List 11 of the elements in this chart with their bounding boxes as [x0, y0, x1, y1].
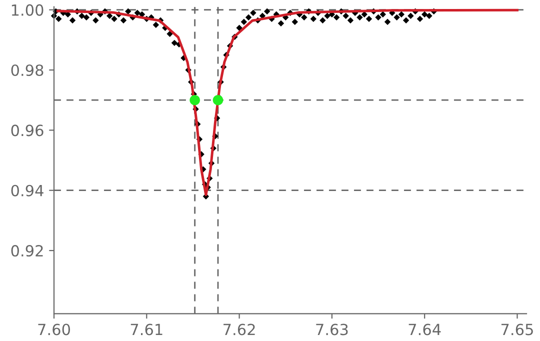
x-tick-label: 7.63 — [316, 324, 348, 336]
y-tick-label: 0.94 — [11, 184, 44, 196]
x-tick-label: 7.64 — [408, 324, 441, 336]
x-tick-label: 7.61 — [130, 324, 162, 336]
x-tick-label: 7.60 — [38, 324, 70, 336]
y-tick-label: 1.00 — [12, 4, 44, 16]
y-tick-label: 0.98 — [11, 64, 44, 76]
y-tick-label: 0.92 — [11, 245, 43, 257]
x-tick-label: 7.62 — [224, 324, 255, 336]
x-tick-label: 7.65 — [501, 324, 533, 336]
y-tick-label: 0.96 — [11, 124, 44, 136]
